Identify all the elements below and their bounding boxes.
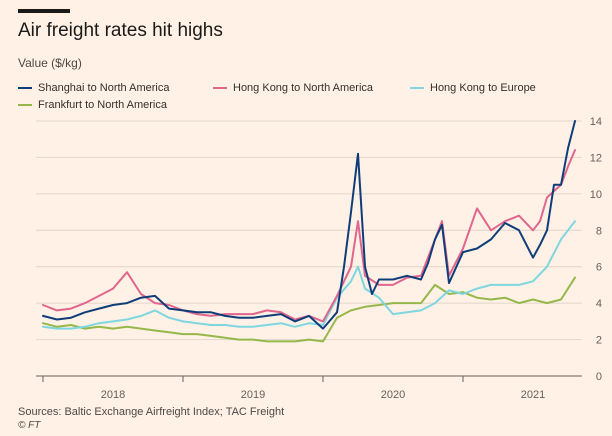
chart-title: Air freight rates hit highs <box>18 20 223 41</box>
legend-swatch-shanghai-na <box>18 87 32 89</box>
chart-source: Sources: Baltic Exchange Airfreight Inde… <box>18 406 285 418</box>
legend-swatch-frankfurt-na <box>18 104 32 106</box>
legend-label-frankfurt-na: Frankfurt to North America <box>38 99 167 111</box>
legend-item-shanghai-na: Shanghai to North America <box>18 82 169 94</box>
x-tick-label-2018: 2018 <box>101 389 125 401</box>
header-rule <box>18 9 70 13</box>
y-tick-label-6: 6 <box>596 262 602 274</box>
legend-item-hk-eu: Hong Kong to Europe <box>410 82 536 94</box>
series-line-frankfurt-na <box>42 276 576 343</box>
legend-label-shanghai-na: Shanghai to North America <box>38 82 170 94</box>
x-tick-label-2021: 2021 <box>521 389 545 401</box>
chart-credit: © FT <box>18 420 41 431</box>
legend-label-hk-eu: Hong Kong to Europe <box>430 82 536 94</box>
legend-item-hk-na: Hong Kong to North America <box>213 82 373 94</box>
x-tick-label-2019: 2019 <box>241 389 265 401</box>
x-tick-label-2020: 2020 <box>381 389 405 401</box>
y-tick-label-8: 8 <box>596 225 602 237</box>
y-tick-label-0: 0 <box>596 371 602 383</box>
legend-swatch-hk-na <box>213 87 227 89</box>
y-tick-label-10: 10 <box>590 189 602 201</box>
series-line-hk-na <box>42 149 576 323</box>
series-line-shanghai-na <box>42 120 576 330</box>
legend-swatch-hk-eu <box>410 87 424 89</box>
y-tick-label-4: 4 <box>596 298 602 310</box>
legend-label-hk-na: Hong Kong to North America <box>233 82 374 94</box>
y-tick-label-14: 14 <box>590 116 602 128</box>
chart-subtitle: Value ($/kg) <box>18 56 82 70</box>
chart-legend: Shanghai to North America Hong Kong to N… <box>18 80 578 116</box>
legend-item-frankfurt-na: Frankfurt to North America <box>18 99 167 111</box>
y-tick-label-2: 2 <box>596 335 602 347</box>
series-line-hk-eu <box>42 220 576 330</box>
y-tick-label-12: 12 <box>590 152 602 164</box>
